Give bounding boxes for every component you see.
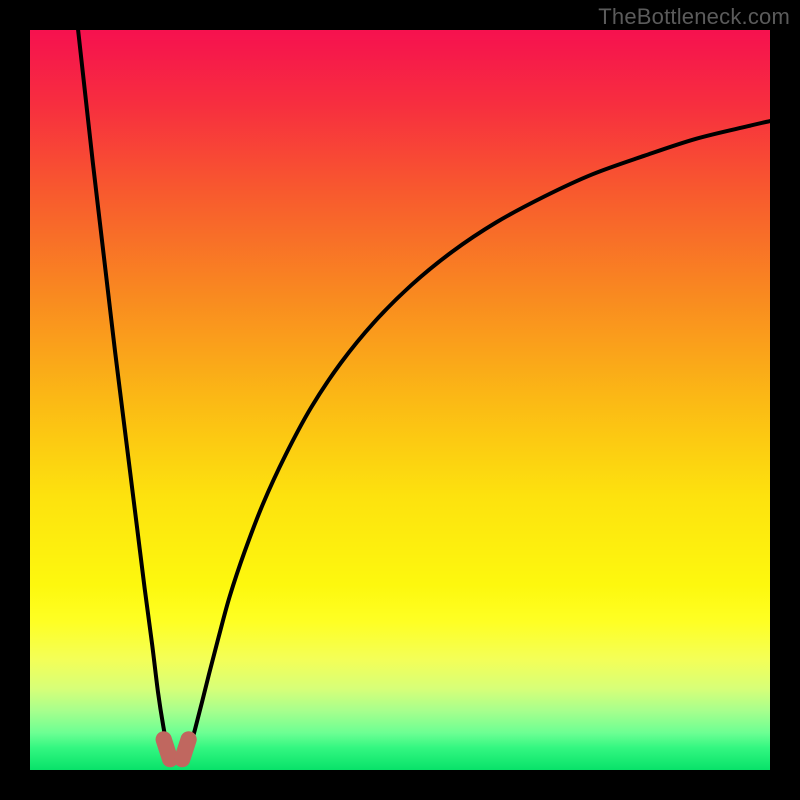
chart-root: TheBottleneck.com	[0, 0, 800, 800]
plot-background-gradient	[30, 30, 770, 770]
watermark-text: TheBottleneck.com	[598, 4, 790, 30]
plot-area	[30, 30, 770, 770]
